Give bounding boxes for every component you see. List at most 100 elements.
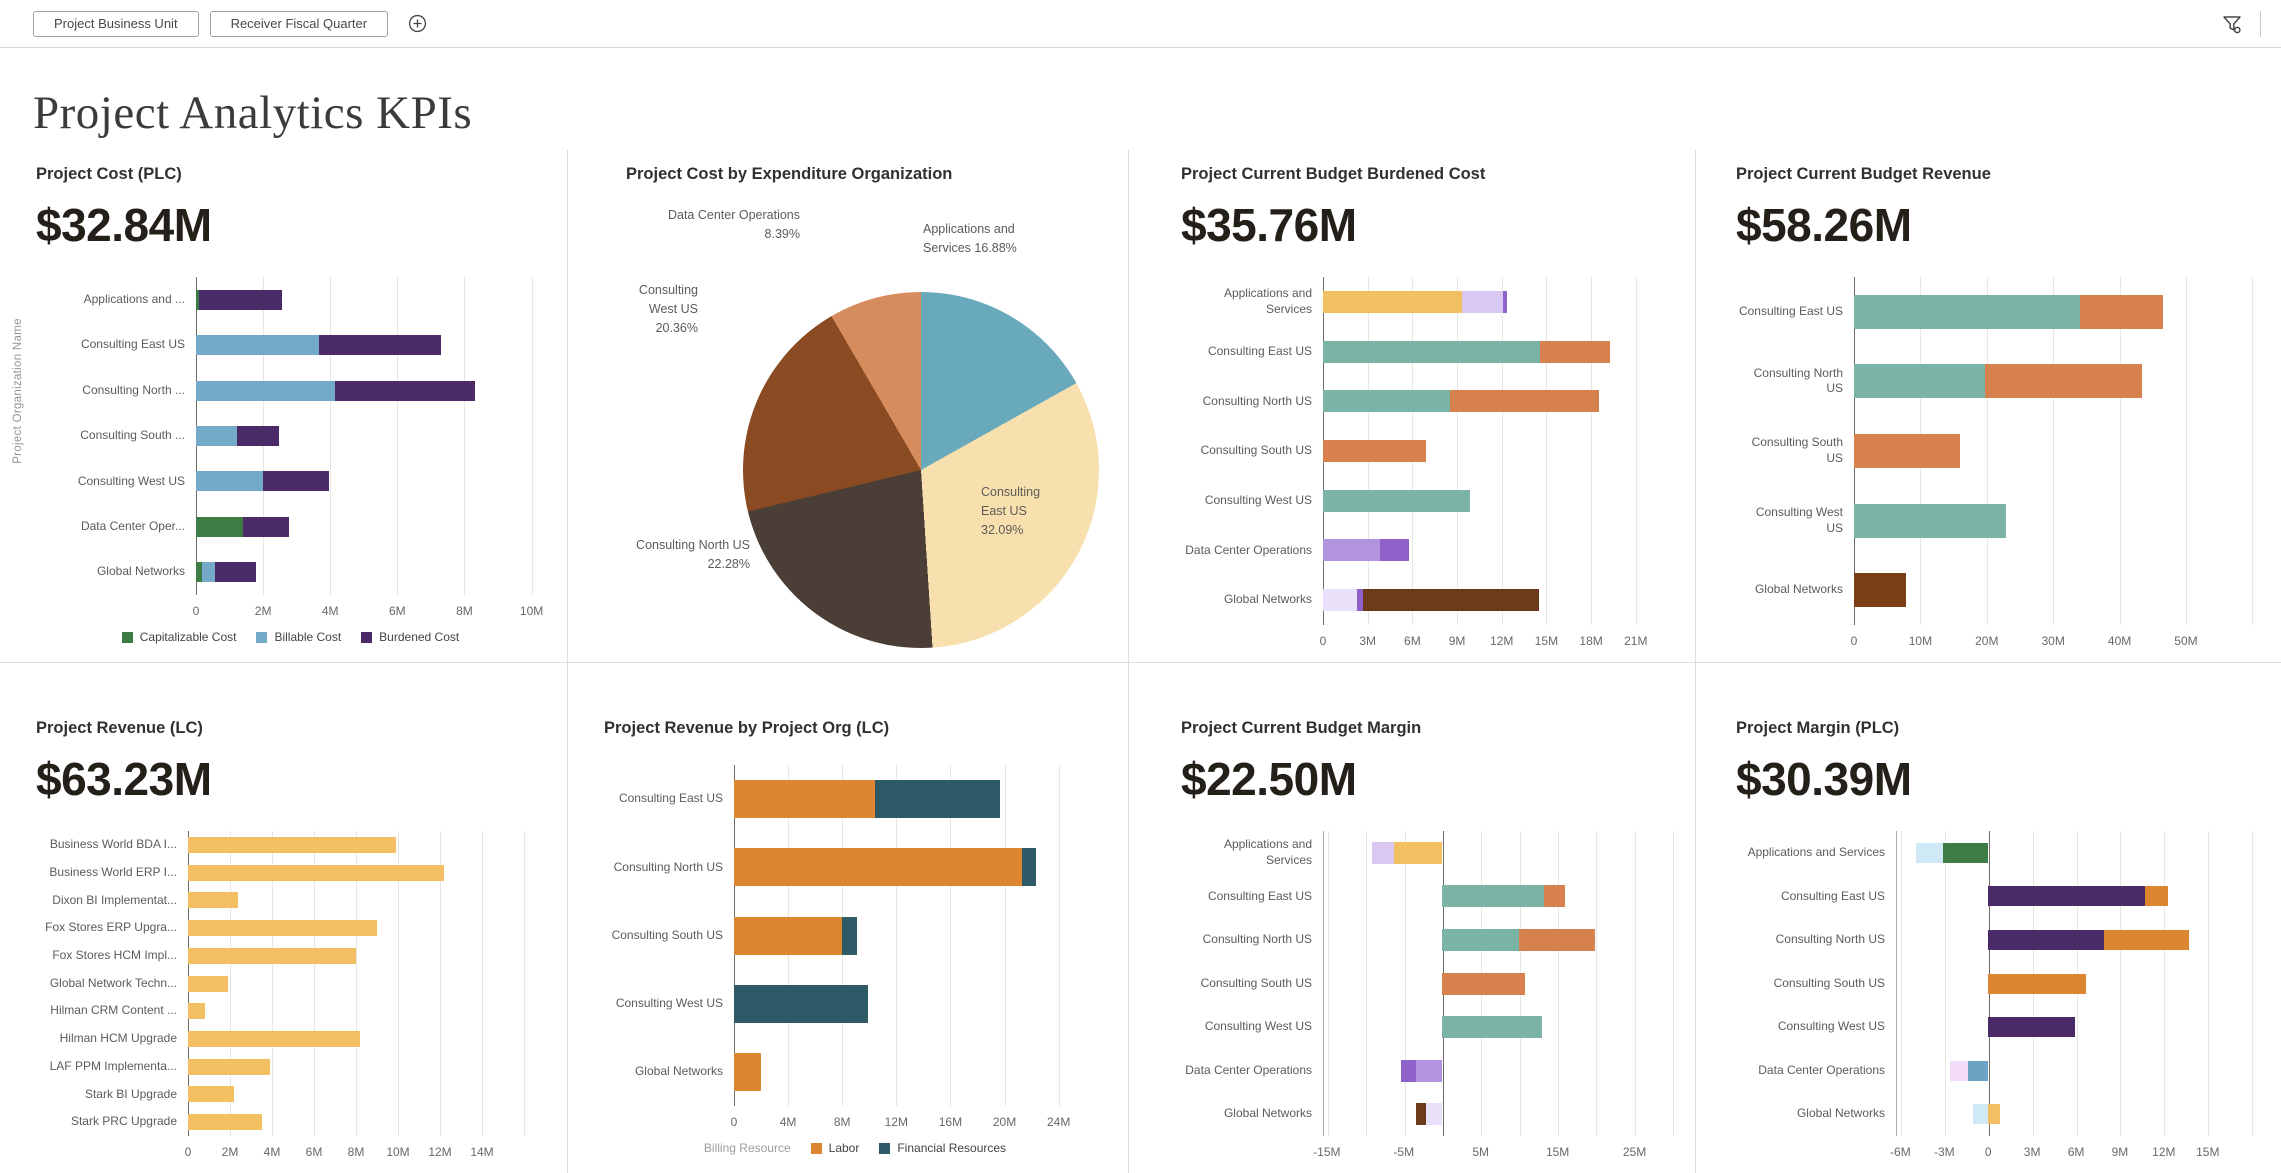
bar-segment-sky[interactable]: [1916, 842, 1943, 863]
bar-segment-lavender[interactable]: [1461, 290, 1504, 313]
bar-segment-teal[interactable]: [1442, 1016, 1543, 1039]
bar-segment-purple[interactable]: [198, 289, 282, 310]
bar-segment-labor[interactable]: [734, 916, 843, 955]
bar-segment-green[interactable]: [196, 516, 243, 537]
bar-segment-blue[interactable]: [201, 562, 215, 583]
bar-segment-fin[interactable]: [1022, 848, 1036, 887]
pie-label-line: 8.39%: [764, 226, 800, 241]
bar-segment-yellow[interactable]: [1988, 1104, 2000, 1125]
bar-row: Consulting East US: [1181, 875, 1673, 919]
bar-segment-yellow[interactable]: [188, 1003, 205, 1020]
bar-segment-purple[interactable]: [1988, 886, 2145, 907]
bar-segment-purple[interactable]: [334, 380, 475, 401]
bar-segment-purple[interactable]: [242, 516, 290, 537]
bar-segment-purple_med[interactable]: [1503, 290, 1507, 313]
bar-segment-fin[interactable]: [842, 916, 858, 955]
category-label: Fox Stores HCM Impl...: [52, 948, 177, 962]
pie-chart[interactable]: [743, 292, 1099, 648]
legend-item[interactable]: Billable Cost: [256, 630, 341, 644]
bar-track: [196, 413, 545, 458]
bar-segment-yellow[interactable]: [188, 920, 377, 937]
bar-segment-blue[interactable]: [196, 335, 320, 356]
bar-segment-labor[interactable]: [2103, 929, 2189, 950]
bar-segment-labor[interactable]: [2144, 886, 2169, 907]
bar-segment-yellow[interactable]: [188, 975, 228, 992]
bar-segment-purple[interactable]: [1988, 929, 2104, 950]
category-label: Consulting North US: [613, 859, 723, 874]
bar-segment-teal[interactable]: [1442, 928, 1520, 951]
bar-segment-orange[interactable]: [1519, 928, 1596, 951]
legend-item[interactable]: Labor: [810, 1141, 859, 1155]
bar-segment-purple[interactable]: [1988, 1017, 2075, 1038]
bar-segment-teal[interactable]: [1854, 503, 2007, 538]
bar-segment-brown[interactable]: [1416, 1103, 1427, 1126]
bar-segment-labor[interactable]: [1988, 973, 2087, 994]
bar-segment-labor[interactable]: [734, 1052, 762, 1091]
bar-segment-blue[interactable]: [196, 425, 237, 446]
bar-segment-purple_med[interactable]: [1379, 539, 1410, 562]
bar-segment-orange[interactable]: [2079, 294, 2163, 329]
bar-segment-teal[interactable]: [1323, 390, 1450, 413]
filter-chip-receiver-fiscal-quarter[interactable]: Receiver Fiscal Quarter: [209, 10, 389, 37]
bar-segment-sky[interactable]: [1972, 1104, 1989, 1125]
bar-segment-purple_med[interactable]: [1357, 589, 1364, 612]
bar-segment-orange[interactable]: [1449, 390, 1599, 413]
bar-segment-orange[interactable]: [1323, 440, 1426, 463]
bar-segment-yellow[interactable]: [188, 1058, 270, 1075]
bar-segment-orange[interactable]: [1984, 364, 2143, 399]
bar-row: Global Networks: [604, 1038, 1106, 1106]
bar-segment-purple[interactable]: [319, 335, 441, 356]
bar-segment-green[interactable]: [196, 562, 202, 583]
bar-segment-lavender_pale[interactable]: [1323, 589, 1358, 612]
bar-segment-yellow[interactable]: [1323, 290, 1462, 313]
bar-track: [734, 765, 1106, 833]
dashboard-filter-button[interactable]: [2220, 12, 2244, 36]
bar-segment-brown2[interactable]: [1854, 573, 1907, 608]
bar-segment-teal[interactable]: [1323, 489, 1471, 512]
bar-segment-orange[interactable]: [1442, 972, 1525, 995]
bar-segment-lavender_pale[interactable]: [1426, 1103, 1443, 1126]
bar-segment-orange[interactable]: [1543, 885, 1565, 908]
bar-segment-yellow[interactable]: [188, 864, 445, 881]
bar-segment-teal[interactable]: [1854, 364, 1985, 399]
bar-segment-green[interactable]: [196, 289, 199, 310]
bar-segment-pink[interactable]: [1950, 1060, 1968, 1081]
add-filter-button[interactable]: [407, 13, 428, 34]
bar-segment-yellow[interactable]: [188, 947, 356, 964]
bar-segment-purple_med[interactable]: [1400, 1059, 1417, 1082]
bar-segment-yellow[interactable]: [188, 1114, 262, 1131]
bar-segment-purple_light[interactable]: [1323, 539, 1380, 562]
bar-segment-brown[interactable]: [1363, 589, 1539, 612]
bar-segment-blue[interactable]: [196, 380, 335, 401]
bar-segment-teal[interactable]: [1323, 340, 1541, 363]
category-label: Global Networks: [1223, 1106, 1312, 1121]
bar-segment-yellow[interactable]: [188, 1031, 361, 1047]
bar-segment-fin[interactable]: [874, 780, 1001, 819]
bar-segment-purple[interactable]: [236, 425, 280, 446]
bar-segment-lavender[interactable]: [1372, 841, 1394, 864]
bar-segment-teal[interactable]: [1854, 294, 2080, 329]
bar-segment-yellow[interactable]: [188, 1086, 235, 1103]
bar-segment-purple_light[interactable]: [1416, 1059, 1443, 1082]
legend-item[interactable]: Burdened Cost: [361, 630, 459, 644]
bar-segment-yellow[interactable]: [188, 836, 396, 853]
bar-segment-teal[interactable]: [1442, 885, 1544, 908]
bar-segment-fin[interactable]: [734, 984, 868, 1023]
bar-segment-orange[interactable]: [1540, 340, 1611, 363]
bar-segment-blue[interactable]: [196, 471, 264, 492]
bar-segment-purple[interactable]: [214, 562, 257, 583]
bar-segment-labor[interactable]: [734, 780, 875, 819]
legend-item[interactable]: Financial Resources: [879, 1141, 1006, 1155]
pie-label-line: Consulting: [981, 485, 1041, 499]
bar-segment-purple[interactable]: [263, 471, 330, 492]
axis-tick-label: 50M: [2174, 634, 2198, 648]
bar-segment-labor[interactable]: [734, 848, 1023, 887]
bar-segment-yellow[interactable]: [188, 892, 239, 909]
bar-segment-yellow[interactable]: [1393, 841, 1443, 864]
bar-segment-orange[interactable]: [1854, 433, 1960, 468]
category-label: Consulting East US: [618, 791, 723, 806]
bar-segment-steel[interactable]: [1967, 1060, 1989, 1081]
bar-segment-green[interactable]: [1942, 842, 1989, 863]
legend-item[interactable]: Capitalizable Cost: [121, 630, 236, 644]
filter-chip-project-business-unit[interactable]: Project Business Unit: [33, 10, 199, 37]
